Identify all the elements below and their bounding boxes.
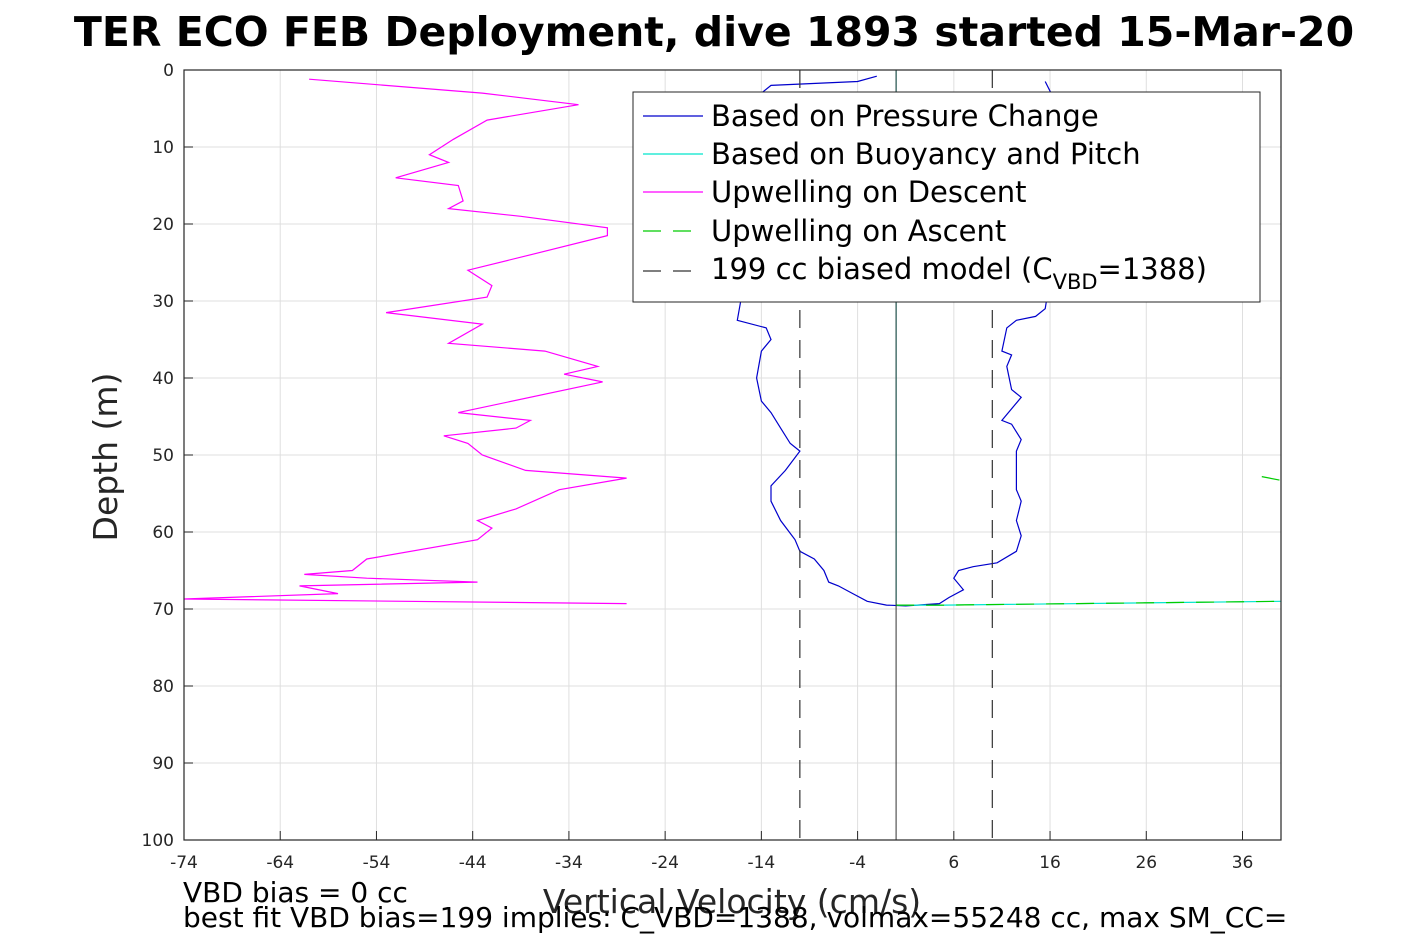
y-axis-label: Depth (m)	[86, 373, 125, 542]
footer-line-1: VBD bias = 0 cc	[183, 876, 408, 909]
x-tick-label: -4	[849, 853, 866, 873]
y-tick-label: 10	[152, 138, 174, 158]
legend-label-ascent: Upwelling on Ascent	[711, 214, 1006, 248]
y-tick-label: 70	[152, 600, 174, 620]
tick-labels: -74 -64 -54 -44 -34 -24 -14 -4 6 16 26 36 0 10 20 30 40 5…	[142, 61, 1254, 873]
y-tick-label: 60	[152, 523, 174, 543]
y-tick-label: 80	[152, 677, 174, 697]
legend-label-biased-model-main: 199 cc biased model (C	[711, 252, 1053, 286]
y-tick-label: 0	[163, 61, 174, 81]
x-axis-label: Vertical Velocity (cm/s)	[543, 882, 921, 921]
series-upwelling-on-ascent	[896, 600, 1282, 606]
legend-label-buoyancy: Based on Buoyancy and Pitch	[711, 137, 1141, 171]
y-tick-label: 40	[152, 369, 174, 389]
x-tick-label: -14	[747, 853, 775, 873]
y-tick-label: 30	[152, 292, 174, 312]
legend-label-biased-model-suffix: =1388)	[1098, 252, 1207, 286]
series-upwelling-on-ascent-segment	[1261, 476, 1282, 481]
x-tick-label: 26	[1135, 853, 1157, 873]
x-tick-label: 6	[948, 853, 959, 873]
x-tick-label: -44	[459, 853, 487, 873]
series-based-on-pressure-change	[736, 75, 1056, 607]
x-tick-label: -24	[651, 853, 679, 873]
legend-label-pressure: Based on Pressure Change	[711, 99, 1099, 133]
legend-label-biased-model-subscript: VBD	[1053, 270, 1098, 294]
x-tick-label: -54	[363, 853, 391, 873]
legend-label-biased-model: 199 cc biased model (CVBD=1388)	[711, 252, 1207, 294]
x-tick-label: 16	[1039, 853, 1061, 873]
x-tick-label: -74	[170, 853, 198, 873]
x-tick-label: -64	[266, 853, 294, 873]
x-tick-label: 36	[1232, 853, 1254, 873]
footer-line-2: best fit VBD bias=199 implies: C_VBD=138…	[183, 901, 1287, 934]
series-upwelling-on-descent	[183, 78, 627, 605]
x-tick-label: -34	[555, 853, 583, 873]
legend-label-descent: Upwelling on Descent	[711, 175, 1027, 209]
legend-box	[632, 91, 1261, 303]
y-tick-label: 50	[152, 446, 174, 466]
y-tick-label: 90	[152, 754, 174, 774]
y-tick-label: 100	[142, 831, 174, 851]
chart-title: TER ECO FEB Deployment, dive 1893 starte…	[74, 8, 1354, 56]
y-tick-label: 20	[152, 215, 174, 235]
legend: Based on Pressure Change Based on Buoyan…	[632, 91, 1261, 303]
